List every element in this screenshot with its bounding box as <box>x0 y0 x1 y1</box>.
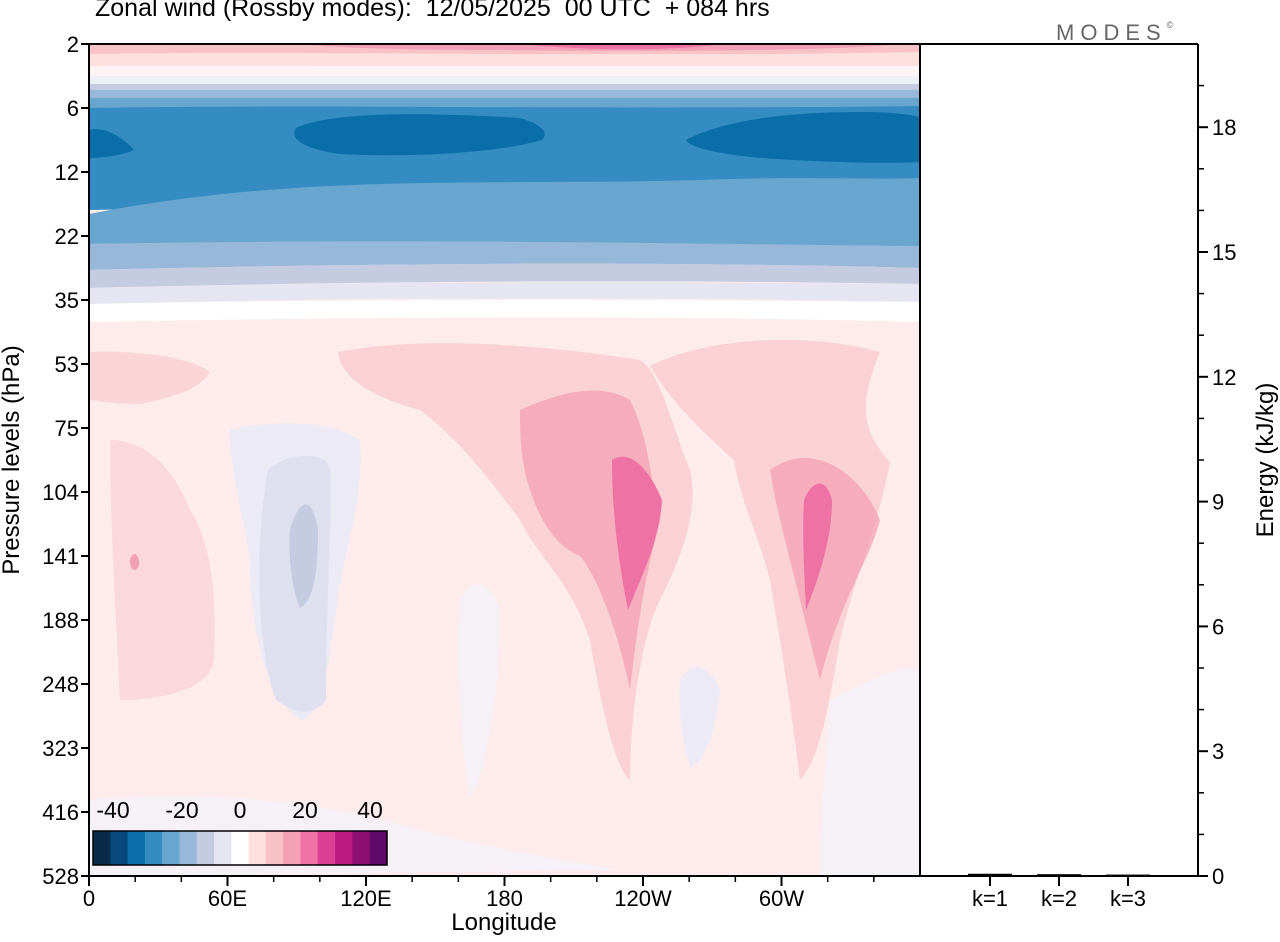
y-tick-label: 12 <box>55 160 79 185</box>
modes-logo: MODES© <box>1056 20 1173 46</box>
colorbar-swatch <box>93 831 111 865</box>
x-tick-label: 60E <box>208 886 247 911</box>
y-tick-label: 141 <box>42 544 79 569</box>
colorbar-swatch <box>352 831 371 865</box>
colorbar-swatch <box>144 831 163 865</box>
bar-category-label: k=1 <box>972 886 1008 911</box>
energy-tick-label: 9 <box>1212 490 1224 515</box>
colorbar: -40 -20 0 20 40 <box>92 797 388 866</box>
colorbar-label: 0 <box>234 797 247 823</box>
y-tick-label: 35 <box>55 288 79 313</box>
colorbar-swatch <box>300 831 319 865</box>
x-tick-label: 120W <box>614 886 672 911</box>
colorbar-swatch <box>317 831 336 865</box>
y-tick-label: 248 <box>42 672 79 697</box>
colorbar-swatch <box>283 831 302 865</box>
y-tick-label: 104 <box>42 480 79 505</box>
x-tick-label: 60W <box>759 886 804 911</box>
y-tick-label: 53 <box>55 352 79 377</box>
colorbar-swatch <box>369 831 388 865</box>
x-ticks: 0 60E 120E 180 120W 60W <box>83 876 875 911</box>
y-tick-label: 2 <box>67 32 79 57</box>
wind-contour-field <box>89 44 920 876</box>
colorbar-swatch <box>265 831 284 865</box>
y-tick-label: 22 <box>55 224 79 249</box>
y-tick-label: 6 <box>67 96 79 121</box>
energy-bars: k=1 k=2 k=3 <box>968 873 1150 911</box>
colorbar-frame <box>92 830 388 866</box>
bar-category-label: k=3 <box>1110 886 1146 911</box>
bar-category-label: k=2 <box>1041 886 1077 911</box>
colorbar-swatch <box>231 831 250 865</box>
colorbar-swatch <box>196 831 215 865</box>
x-tick-label: 0 <box>83 886 95 911</box>
y-tick-label: 188 <box>42 608 79 633</box>
colorbar-swatch <box>162 831 180 865</box>
colorbar-swatch <box>127 831 146 865</box>
energy-tick-label: 18 <box>1212 115 1236 140</box>
y-ticks: 2 6 12 22 35 53 75 104 141 188 248 323 416 528 <box>42 32 89 889</box>
energy-bar <box>1106 874 1150 877</box>
energy-tick-label: 0 <box>1212 864 1224 889</box>
energy-bar <box>1037 874 1081 877</box>
energy-tick-label: 6 <box>1212 614 1224 639</box>
energy-ticks: 0 3 6 9 12 15 18 <box>1198 84 1236 889</box>
energy-tick-label: 12 <box>1212 365 1236 390</box>
colorbar-label: -40 <box>96 797 129 823</box>
chart-title: Zonal wind (Rossby modes): 12/05/2025 00… <box>95 0 770 22</box>
colorbar-swatch <box>110 831 129 865</box>
brand-mark: © <box>1166 19 1174 30</box>
colorbar-swatch <box>179 831 198 865</box>
x-tick-label: 180 <box>486 886 523 911</box>
energy-tick-label: 3 <box>1212 739 1224 764</box>
y-tick-label: 528 <box>42 864 79 889</box>
colorbar-label: -20 <box>165 797 198 823</box>
x-axis-label: Longitude <box>451 909 557 936</box>
colorbar-swatch <box>335 831 353 865</box>
brand-name: MODES <box>1056 20 1167 45</box>
colorbar-label: 20 <box>292 797 318 823</box>
y-tick-label: 416 <box>42 800 79 825</box>
energy-tick-label: 15 <box>1212 240 1236 265</box>
y-tick-label: 323 <box>42 736 79 761</box>
colorbar-swatch <box>248 831 267 865</box>
colorbar-swatch <box>214 831 232 865</box>
x-tick-label: 120E <box>340 886 391 911</box>
energy-bar <box>968 873 1012 876</box>
colorbar-label: 40 <box>357 797 383 823</box>
y-tick-label: 75 <box>55 416 79 441</box>
